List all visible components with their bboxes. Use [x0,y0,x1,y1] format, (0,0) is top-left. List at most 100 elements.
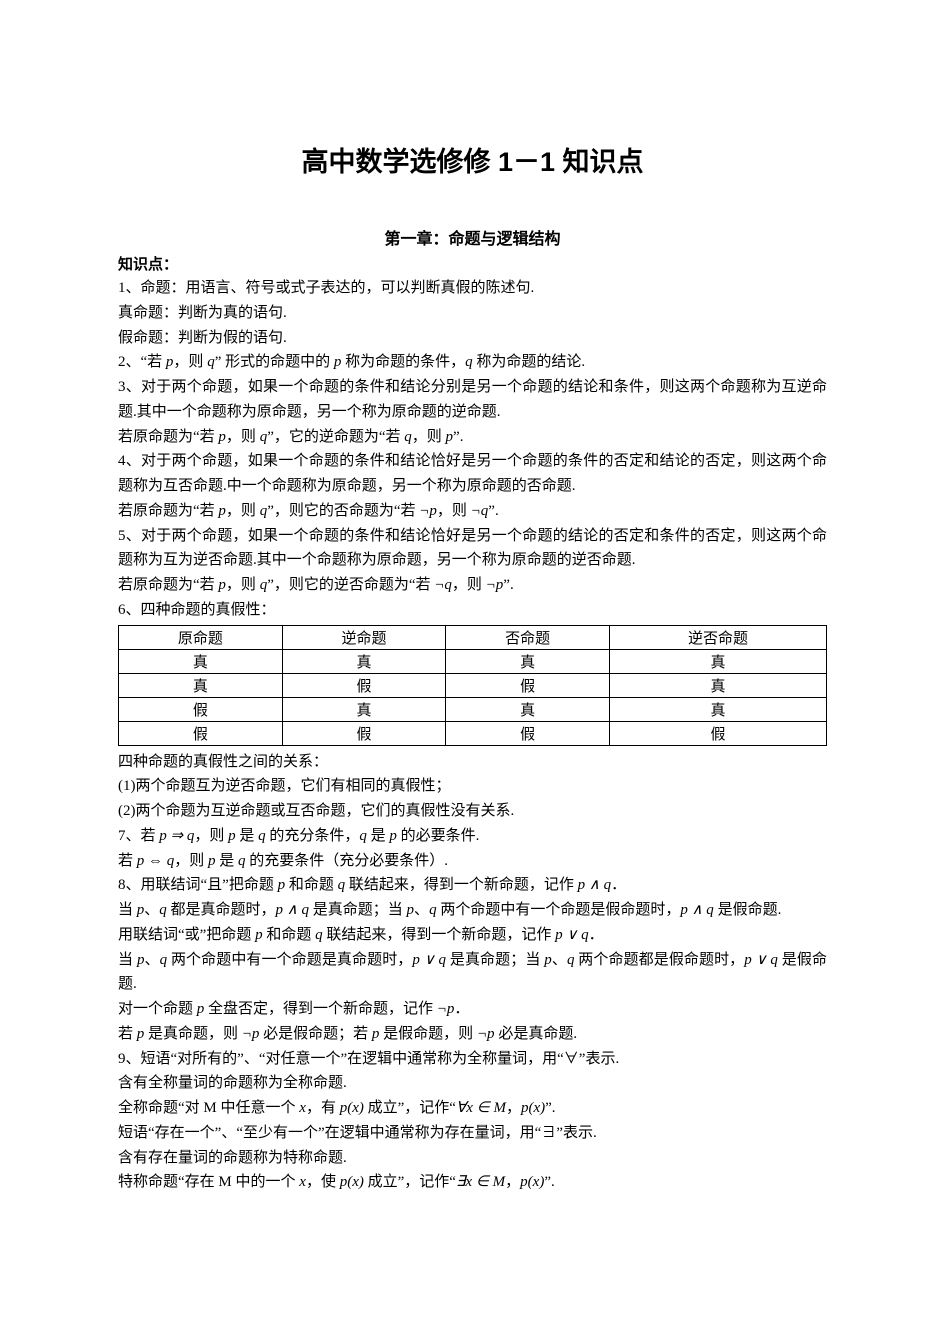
sym-p: p [218,503,226,519]
text: 是 [216,853,239,869]
td: 真 [609,649,826,673]
text: 2、“若 [118,354,166,370]
text: 称为命题的结论. [473,354,586,370]
sym-p-or-q: p ∨ q [412,952,446,968]
text: ， [506,1100,521,1116]
td: 假 [119,721,283,745]
sym-notp: ¬p [477,1026,495,1042]
para-2: 2、“若 p，则 q” 形式的命题中的 p 称为命题的条件，q 称为命题的结论. [118,350,827,375]
para-1a: 真命题：判断为真的语句. [118,301,827,326]
para-9a: 9、短语“对所有的”、“对任意一个”在逻辑中通常称为全称量词，用“∀”表示. [118,1047,827,1072]
table-row: 假 真 真 真 [119,697,827,721]
text: 若 [118,1026,137,1042]
text: ，有 [306,1100,340,1116]
text: 和命题 [263,927,316,943]
sym-q: q [160,952,168,968]
sym-p: p [446,429,454,445]
text: ”，它的逆命题为“若 [267,429,404,445]
text: 对一个命题 [118,1001,197,1017]
para-4a: 4、对于两个命题，如果一个命题的条件和结论恰好是另一个命题的条件的否定和结论的否… [118,449,827,499]
para-7a: 7、若 p ⇒ q，则 p 是 q 的充分条件，q 是 p 的必要条件. [118,824,827,849]
td: 假 [282,673,446,697]
th: 逆否命题 [609,625,826,649]
text: 联结起来，得到一个新命题，记作 [345,877,578,893]
text: 两个命题都是假命题时， [574,952,744,968]
text: 的必要条件. [397,828,480,844]
sym-p-imp-q: p ⇒ q [159,828,194,844]
sym-p-and-q: p ∧ q [680,902,713,918]
sym-p-and-q: p ∧ q [276,902,309,918]
text: 、 [144,902,159,918]
num: (2) [118,803,136,819]
td: 假 [282,721,446,745]
text: 中的一个 [232,1174,300,1190]
text: ”. [545,1100,555,1116]
sym-p: p [255,927,263,943]
doc-title: 高中数学选修修 1－1 知识点 [118,140,827,179]
td: 假 [119,697,283,721]
para-6c: (1)两个命题互为逆否命题，它们有相同的真假性； [118,774,827,799]
para-1: 1、命题：用语言、符号或式子表达的，可以判断真假的陈述句. [118,276,827,301]
text: 若原命题为“若 [118,577,218,593]
text: 若原命题为“若 [118,503,218,519]
td: 真 [446,649,610,673]
sym-px: p(x) [340,1100,364,1116]
sym-p: p [389,828,397,844]
para-8b: 当 p、q 都是真命题时，p ∧ q 是真命题；当 p、q 两个命题中有一个命题… [118,898,827,923]
td: 假 [446,673,610,697]
td: 真 [609,697,826,721]
text: 必是假命题；若 [259,1026,372,1042]
text: 成立”，记作“ [364,1174,456,1190]
para-9d: 短语“存在一个”、“至少有一个”在逻辑中通常称为存在量词，用“∃”表示. [118,1121,827,1146]
text: 的充分条件， [266,828,360,844]
sym-q: q [159,902,167,918]
sym-x: x [299,1174,306,1190]
sym-exists: ∃x ∈ M [456,1174,505,1190]
para-9b: 含有全称量词的命题称为全称命题. [118,1071,827,1096]
sym-q: q [465,354,473,370]
para-3b: 若原命题为“若 p，则 q”，它的逆命题为“若 q，则 p”. [118,425,827,450]
text: 用联结词“或”把命题 [118,927,255,943]
text: ． [454,1001,469,1017]
text: 、 [552,952,567,968]
text: ，则 [226,429,260,445]
text: 、 [144,952,159,968]
text: ． [611,877,626,893]
sym-M: M [218,1174,231,1190]
text: 两个命题为互逆命题或互否命题，它们的真假性没有关系. [136,803,515,819]
chapter-title: 第一章：命题与逻辑结构 [118,225,827,249]
para-9f: 特称命题“存在 M 中的一个 x，使 p(x) 成立”，记作“∃x ∈ M，p(… [118,1170,827,1195]
text: 联结起来，得到一个新命题，记作 [323,927,556,943]
text: ，则 [452,577,486,593]
text: ”. [453,429,463,445]
sym-px: p(x) [521,1100,545,1116]
text: ，则 [174,853,208,869]
td: 真 [119,673,283,697]
text: ，则 [173,354,207,370]
sym-q: q [404,429,412,445]
para-8f: 若 p 是真命题，则 ¬p 必是假命题；若 p 是假命题，则 ¬p 必是真命题. [118,1022,827,1047]
text: 中任意一个 [217,1100,300,1116]
text: ，则 [437,503,471,519]
sym-p-or-q: p ∨ q [555,927,588,943]
text: 两个命题中有一个命题是假命题时， [437,902,681,918]
table-row: 真 真 真 真 [119,649,827,673]
sym-p: p [228,828,236,844]
sym-p-or-q: p ∨ q [744,952,778,968]
sym-px: p(x) [520,1174,544,1190]
sym-notp: ¬p [242,1026,260,1042]
para-5a: 5、对于两个命题，如果一个命题的条件和结论恰好是另一个命题的结论的否定和条件的否… [118,524,827,574]
text: 是真命题；当 [446,952,544,968]
text: ”. [503,577,513,593]
td: 真 [282,649,446,673]
sym-p: p [218,429,226,445]
text: 、 [414,902,429,918]
para-8d: 当 p、q 两个命题中有一个命题是真命题时，p ∨ q 是真命题；当 p、q 两… [118,948,827,998]
section-label: 知识点： [118,253,827,274]
text: 是假命题. [714,902,782,918]
document-page: 高中数学选修修 1－1 知识点 第一章：命题与逻辑结构 知识点： 1、命题：用语… [0,0,945,1337]
text: 两个命题中有一个命题是真命题时， [167,952,412,968]
text: 是 [367,828,390,844]
text: 是真命题，则 [144,1026,242,1042]
para-8a: 8、用联结词“且”把命题 p 和命题 q 联结起来，得到一个新命题，记作 p ∧… [118,873,827,898]
